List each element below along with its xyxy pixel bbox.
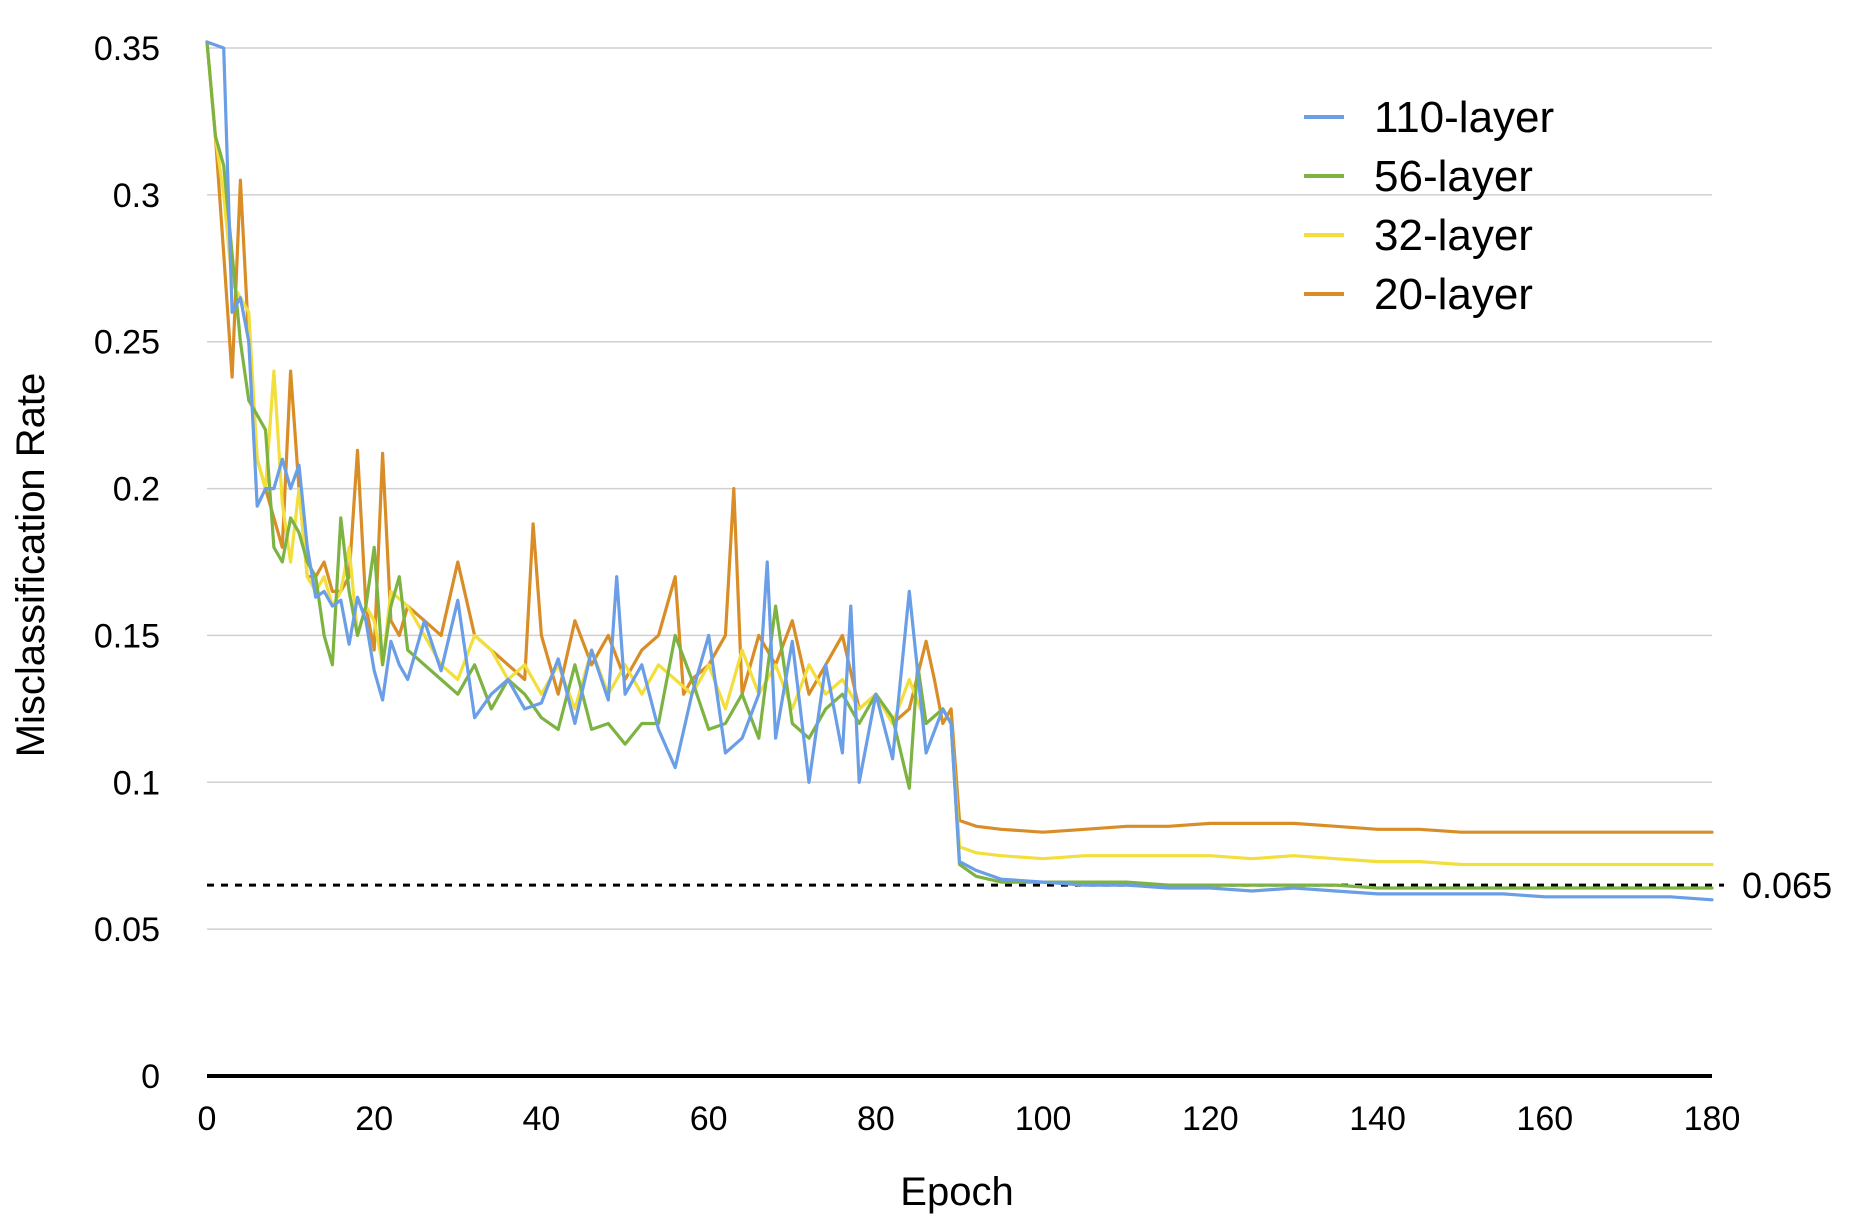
x-tick-label: 140: [1349, 1100, 1406, 1138]
y-tick-label: 0.3: [113, 177, 160, 215]
x-tick-label: 0: [198, 1100, 217, 1138]
x-tick-label: 160: [1516, 1100, 1573, 1138]
legend-label: 32-layer: [1374, 211, 1533, 260]
x-tick-label: 20: [355, 1100, 393, 1138]
y-tick-label: 0.25: [94, 324, 160, 362]
x-tick-label: 100: [1015, 1100, 1072, 1138]
x-tick-label: 40: [523, 1100, 561, 1138]
y-tick-label: 0.15: [94, 617, 160, 655]
reference-line-label: 0.065: [1742, 865, 1832, 906]
x-axis-title: Epoch: [900, 1170, 1013, 1214]
legend-label: 20-layer: [1374, 270, 1533, 319]
y-tick-label: 0.1: [113, 764, 160, 802]
y-tick-label: 0.35: [94, 30, 160, 68]
y-tick-label: 0.05: [94, 911, 160, 949]
x-tick-label: 120: [1182, 1100, 1239, 1138]
reference-line-group: 0.065: [207, 865, 1832, 906]
legend-label: 56-layer: [1374, 152, 1533, 201]
series-line-20-layer: [205, 40, 1714, 834]
tick-labels: 0 0.05 0.1 0.15 0.2 0.25 0.3 0.35 0 20 40 60 80 100 12…: [94, 30, 1741, 1138]
y-tick-label: 0.2: [113, 471, 160, 509]
legend-label: 110-layer: [1374, 93, 1554, 142]
y-tick-label: 0: [141, 1058, 160, 1096]
x-tick-label: 60: [690, 1100, 728, 1138]
gridlines: [207, 47, 1712, 930]
series-line-110-layer: [205, 40, 1714, 902]
legend: 110-layer 56-layer 32-layer 20-layer: [1304, 93, 1554, 319]
y-axis-title: Misclassification Rate: [9, 373, 53, 758]
x-tick-label: 180: [1684, 1100, 1741, 1138]
x-tick-label: 80: [857, 1100, 895, 1138]
series-lines: [205, 40, 1714, 902]
